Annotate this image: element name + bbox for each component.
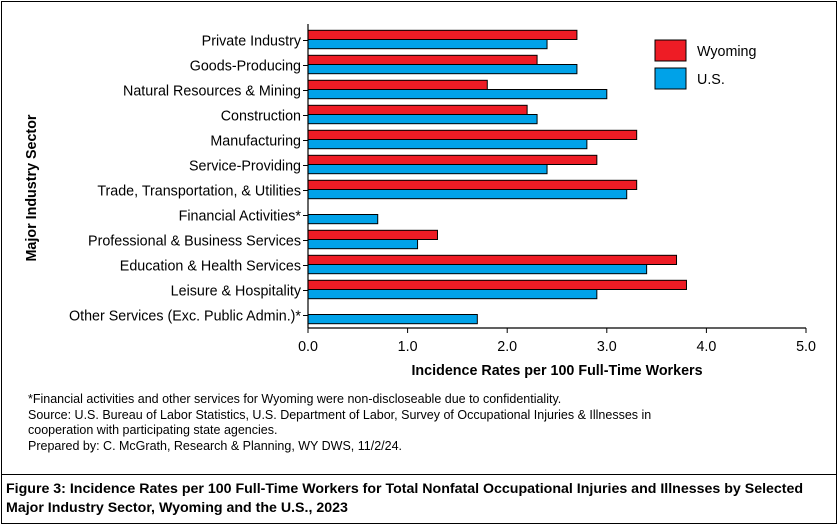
bar-wyoming: [307, 104, 528, 116]
footnote-source: Source: U.S. Bureau of Labor Statistics,…: [28, 407, 652, 422]
category-label: Financial Activities*: [179, 209, 302, 225]
footnote-source-continued: cooperation with participating state age…: [28, 423, 278, 437]
legend-label-us: U.S.: [697, 72, 725, 88]
legend-swatch-wyoming: [654, 39, 687, 62]
bar-us: [307, 264, 648, 275]
bar-us: [307, 189, 628, 200]
x-axis-title: Incidence Rates per 100 Full-Time Worker…: [411, 363, 702, 379]
bar-us: [307, 114, 538, 125]
category-label: Goods-Producing: [190, 59, 301, 75]
x-tick-label: 2.0: [497, 339, 517, 355]
bar-wyoming: [307, 254, 678, 266]
bar-us: [307, 89, 608, 100]
bar-us: [307, 289, 598, 300]
x-tick-label: 0.0: [298, 339, 318, 355]
bar-us: [307, 139, 588, 150]
figure-caption: Figure 3: Incidence Rates per 100 Full-T…: [6, 481, 804, 516]
bar-wyoming: [307, 229, 438, 241]
category-label: Trade, Transportation, & Utilities: [97, 184, 301, 200]
bar-us: [307, 314, 478, 325]
bar-us: [307, 239, 419, 250]
footnotes: *Financial activities and other services…: [28, 392, 651, 454]
category-label: Manufacturing: [210, 134, 301, 150]
legend-label-wyoming: Wyoming: [697, 44, 757, 60]
x-tick-label: 4.0: [696, 339, 716, 355]
bar-wyoming: [307, 129, 638, 141]
category-label: Service-Providing: [189, 159, 301, 175]
category-label: Leisure & Hospitality: [171, 284, 302, 300]
bar-us: [307, 64, 578, 75]
bar-us: [307, 164, 548, 175]
bar-wyoming: [307, 179, 638, 191]
bar-us: [307, 214, 379, 225]
x-tick-label: 5.0: [796, 339, 816, 355]
bar-chart: Private Industry Goods-Producing Natural R…: [24, 24, 816, 379]
category-label: Other Services (Exc. Public Admin.)*: [69, 309, 301, 325]
legend-swatch-us: [654, 67, 687, 90]
category-label: Private Industry: [202, 34, 302, 50]
bar-wyoming: [307, 54, 538, 65]
footnote-prepared-by: Prepared by: C. McGrath, Research & Plan…: [28, 438, 403, 453]
bar-wyoming: [307, 79, 488, 91]
x-tick-label: 3.0: [597, 339, 617, 355]
bar-wyoming: [307, 154, 598, 166]
bar-wyoming: [307, 279, 687, 290]
caption-divider: [1, 474, 837, 475]
bar-us: [307, 39, 548, 50]
category-label: Education & Health Services: [120, 259, 301, 275]
category-label: Professional & Business Services: [88, 234, 301, 250]
y-axis-title: Major Industry Sector: [24, 114, 40, 261]
category-label: Construction: [221, 109, 301, 125]
category-label: Natural Resources & Mining: [123, 84, 301, 100]
footnote-confidentiality: *Financial activities and other services…: [28, 392, 562, 406]
bar-wyoming: [307, 29, 578, 40]
x-tick-label: 1.0: [398, 339, 418, 355]
